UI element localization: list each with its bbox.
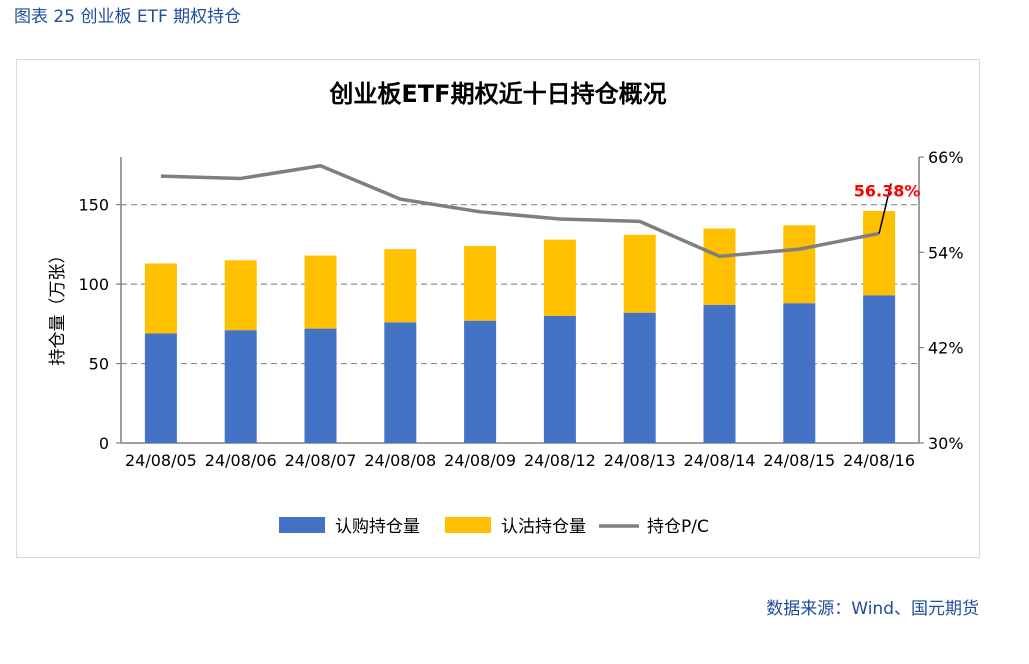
- x-tick-label: 24/08/08: [364, 451, 436, 470]
- bar-call: [144, 333, 177, 443]
- y2-tick-label: 54%: [928, 243, 964, 262]
- bar-put: [304, 255, 337, 329]
- x-tick-label: 24/08/07: [285, 451, 357, 470]
- bar-put: [543, 239, 576, 316]
- y-axis-title: 持仓量（万张）: [48, 247, 68, 366]
- x-tick-label: 24/08/16: [843, 451, 915, 470]
- y2-tick-label: 66%: [928, 148, 964, 167]
- bar-call: [863, 295, 896, 443]
- chart-svg: 创业板ETF期权近十日持仓概况 56.38% 0 50 100 150 30% 42% 54…: [48, 80, 964, 537]
- pc-line-path: [160, 163, 880, 259]
- bar-put: [144, 263, 177, 334]
- bar-put: [384, 249, 417, 323]
- x-tick-label: 24/08/13: [604, 451, 676, 470]
- x-tick-label: 24/08/05: [125, 451, 197, 470]
- pc-line: 56.38%: [160, 163, 921, 259]
- bar-call: [304, 328, 337, 443]
- chart-title: 创业板ETF期权近十日持仓概况: [328, 80, 666, 108]
- y2-tick-label: 30%: [928, 434, 964, 453]
- chart-panel: 创业板ETF期权近十日持仓概况 56.38% 0 50 100 150 30% 42% 54…: [16, 59, 980, 558]
- x-tick-label: 24/08/09: [444, 451, 516, 470]
- source-note: 数据来源：Wind、国元期货: [766, 599, 979, 619]
- y-tick-label: 50: [89, 355, 109, 374]
- bar-put: [623, 234, 656, 313]
- bar-call: [543, 315, 576, 443]
- legend-label: 认沽持仓量: [501, 517, 586, 537]
- legend-label: 认购持仓量: [335, 517, 420, 537]
- legend: 认购持仓量 认沽持仓量 持仓P/C: [279, 517, 709, 537]
- legend-swatch: [279, 517, 325, 533]
- annotation-leader: [878, 183, 892, 234]
- y-tick-label: 0: [99, 434, 109, 453]
- legend-label: 持仓P/C: [647, 517, 709, 537]
- y-tick-label: 100: [78, 275, 109, 294]
- bar-call: [703, 304, 736, 443]
- legend-swatch: [445, 517, 491, 533]
- bar-call: [224, 330, 257, 443]
- bar-put: [863, 211, 896, 296]
- bar-call: [384, 322, 417, 443]
- x-tick-label: 24/08/12: [524, 451, 596, 470]
- bar-call: [464, 320, 497, 443]
- bars: [144, 211, 896, 443]
- bar-put: [703, 228, 736, 305]
- x-tick-label: 24/08/06: [205, 451, 277, 470]
- bar-put: [464, 245, 497, 321]
- y-tick-label: 150: [78, 196, 109, 215]
- annotation-label: 56.38%: [854, 181, 921, 200]
- bar-call: [623, 312, 656, 443]
- y2-tick-label: 42%: [928, 339, 964, 358]
- x-tick-label: 24/08/14: [684, 451, 756, 470]
- axis-labels: 0 50 100 150 30% 42% 54% 66% 24/08/05 24/08/06 24/…: [78, 148, 963, 470]
- bar-put: [783, 225, 816, 304]
- bar-put: [224, 260, 257, 331]
- figure-caption: 图表 25 创业板 ETF 期权持仓: [14, 7, 242, 27]
- bar-call: [783, 303, 816, 443]
- x-tick-label: 24/08/15: [763, 451, 835, 470]
